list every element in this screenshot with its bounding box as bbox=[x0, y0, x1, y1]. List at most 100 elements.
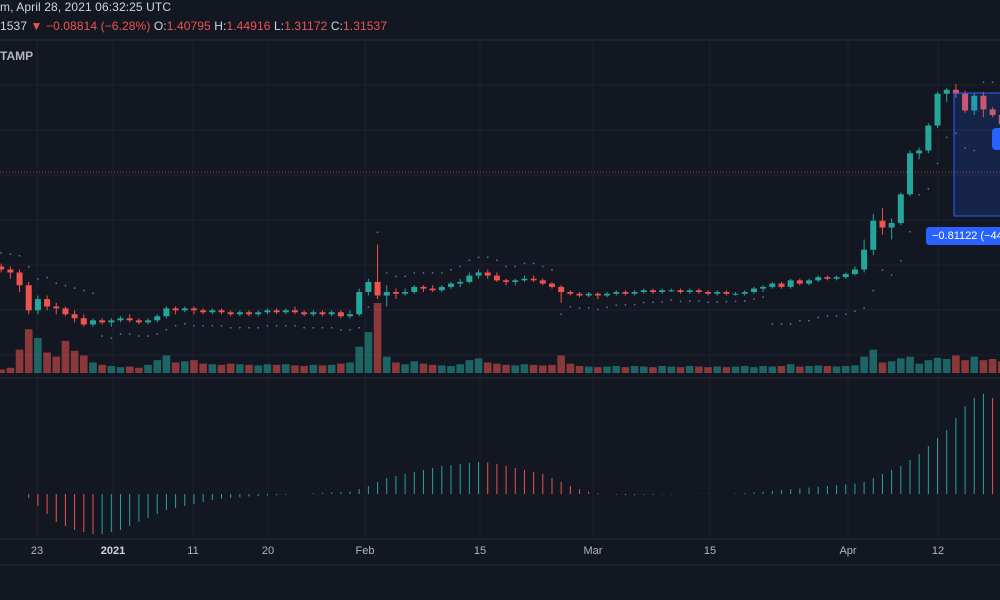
candle[interactable] bbox=[475, 272, 482, 276]
candle[interactable] bbox=[135, 320, 142, 323]
candle[interactable] bbox=[53, 306, 60, 309]
candle[interactable] bbox=[337, 312, 344, 317]
candle[interactable] bbox=[851, 269, 858, 275]
candle[interactable] bbox=[539, 280, 546, 284]
candle[interactable] bbox=[503, 280, 510, 282]
candle[interactable] bbox=[484, 272, 491, 276]
candle[interactable] bbox=[512, 280, 519, 282]
candle[interactable] bbox=[879, 220, 886, 228]
candle[interactable] bbox=[99, 320, 106, 323]
candle[interactable] bbox=[218, 310, 225, 313]
candle[interactable] bbox=[310, 312, 317, 315]
candle[interactable] bbox=[392, 292, 399, 294]
candle[interactable] bbox=[760, 286, 767, 289]
candle[interactable] bbox=[567, 292, 574, 294]
candle[interactable] bbox=[126, 318, 133, 321]
candle[interactable] bbox=[952, 89, 959, 94]
candle[interactable] bbox=[604, 293, 611, 296]
candle[interactable] bbox=[71, 314, 78, 319]
candle[interactable] bbox=[750, 288, 757, 293]
candle[interactable] bbox=[255, 312, 262, 315]
candle[interactable] bbox=[613, 292, 620, 294]
candle[interactable] bbox=[888, 222, 895, 228]
candle[interactable] bbox=[383, 292, 390, 296]
candle[interactable] bbox=[741, 292, 748, 294]
candle[interactable] bbox=[328, 312, 335, 315]
candle[interactable] bbox=[796, 280, 803, 284]
candle[interactable] bbox=[181, 308, 188, 311]
candle[interactable] bbox=[806, 280, 813, 284]
candle[interactable] bbox=[80, 318, 87, 325]
candle[interactable] bbox=[34, 299, 41, 311]
candle[interactable] bbox=[769, 283, 776, 287]
candle[interactable] bbox=[649, 290, 656, 293]
candle[interactable] bbox=[521, 278, 528, 281]
candle[interactable] bbox=[980, 95, 987, 110]
candle[interactable] bbox=[842, 274, 849, 278]
candle[interactable] bbox=[787, 280, 794, 287]
candle[interactable] bbox=[714, 292, 721, 294]
candle[interactable] bbox=[209, 310, 216, 313]
candle[interactable] bbox=[356, 292, 363, 315]
candle[interactable] bbox=[668, 290, 675, 292]
candle[interactable] bbox=[448, 283, 454, 287]
candle[interactable] bbox=[705, 292, 712, 294]
candle[interactable] bbox=[301, 312, 308, 315]
candle[interactable] bbox=[291, 310, 298, 313]
candle[interactable] bbox=[943, 89, 950, 94]
candle[interactable] bbox=[154, 316, 161, 321]
candle[interactable] bbox=[631, 292, 638, 294]
candle[interactable] bbox=[25, 285, 32, 311]
candle[interactable] bbox=[411, 286, 418, 293]
candle[interactable] bbox=[723, 292, 730, 294]
candle[interactable] bbox=[62, 308, 69, 315]
candle[interactable] bbox=[732, 293, 739, 295]
candle[interactable] bbox=[236, 312, 243, 315]
candle[interactable] bbox=[594, 293, 601, 296]
candle[interactable] bbox=[530, 278, 537, 281]
candlestick-series[interactable] bbox=[0, 84, 1000, 327]
candle[interactable] bbox=[998, 114, 1000, 125]
candle[interactable] bbox=[778, 283, 785, 287]
candle[interactable] bbox=[686, 290, 693, 293]
candle[interactable] bbox=[246, 312, 253, 315]
candle[interactable] bbox=[907, 153, 913, 195]
candle[interactable] bbox=[172, 308, 179, 311]
candle[interactable] bbox=[989, 109, 996, 115]
candle[interactable] bbox=[962, 93, 969, 111]
candle[interactable] bbox=[622, 292, 629, 294]
candle[interactable] bbox=[319, 312, 326, 315]
candle[interactable] bbox=[190, 308, 197, 311]
candle[interactable] bbox=[374, 281, 381, 296]
candle[interactable] bbox=[264, 310, 271, 313]
candle[interactable] bbox=[677, 290, 684, 293]
candle[interactable] bbox=[429, 288, 436, 291]
candle[interactable] bbox=[971, 95, 978, 111]
candle[interactable] bbox=[824, 277, 831, 279]
measure-range-box[interactable] bbox=[953, 92, 1000, 217]
candle[interactable] bbox=[0, 266, 5, 270]
candle[interactable] bbox=[585, 293, 592, 296]
candle[interactable] bbox=[438, 286, 445, 291]
measure-result-label[interactable]: −0.81122 (−44 bbox=[926, 227, 1000, 245]
candle[interactable] bbox=[7, 269, 14, 273]
candle[interactable] bbox=[282, 310, 289, 313]
candle[interactable] bbox=[916, 150, 923, 154]
candle[interactable] bbox=[145, 320, 152, 323]
candle[interactable] bbox=[861, 249, 868, 270]
candle[interactable] bbox=[576, 293, 583, 296]
candle[interactable] bbox=[347, 314, 354, 317]
candle[interactable] bbox=[89, 320, 96, 325]
candle[interactable] bbox=[548, 283, 555, 287]
candle[interactable] bbox=[934, 93, 941, 126]
candle[interactable] bbox=[925, 125, 932, 151]
candle[interactable] bbox=[200, 310, 207, 313]
candle[interactable] bbox=[457, 281, 464, 284]
candle[interactable] bbox=[365, 281, 372, 293]
candle[interactable] bbox=[558, 286, 565, 293]
candle[interactable] bbox=[815, 277, 822, 281]
candle[interactable] bbox=[44, 299, 51, 307]
candle[interactable] bbox=[273, 310, 280, 313]
candle[interactable] bbox=[640, 290, 647, 293]
